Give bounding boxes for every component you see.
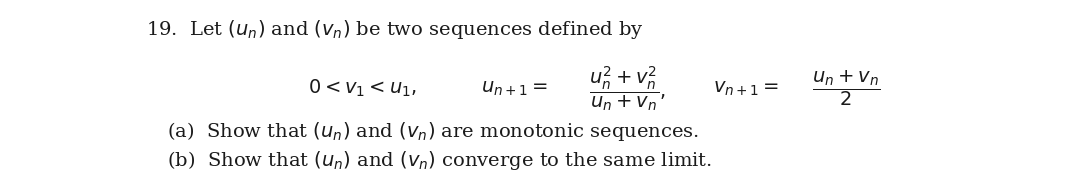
Text: (a)  Show that $(u_n)$ and $(v_n)$ are monotonic sequences.: (a) Show that $(u_n)$ and $(v_n)$ are mo…	[167, 120, 700, 143]
Text: $\dfrac{u_n^2 + v_n^2}{u_n + v_n},$: $\dfrac{u_n^2 + v_n^2}{u_n + v_n},$	[589, 64, 665, 113]
Text: $\dfrac{u_n + v_n}{2}$: $\dfrac{u_n + v_n}{2}$	[812, 69, 880, 108]
Text: (b)  Show that $(u_n)$ and $(v_n)$ converge to the same limit.: (b) Show that $(u_n)$ and $(v_n)$ conver…	[167, 149, 713, 172]
Text: $v_{n+1} =$: $v_{n+1} =$	[713, 79, 779, 98]
Text: $0 < v_1 < u_1,$: $0 < v_1 < u_1,$	[308, 78, 417, 99]
Text: 19.  Let $(u_n)$ and $(v_n)$ be two sequences defined by: 19. Let $(u_n)$ and $(v_n)$ be two seque…	[146, 18, 644, 41]
Text: $u_{n+1} =$: $u_{n+1} =$	[481, 79, 548, 98]
